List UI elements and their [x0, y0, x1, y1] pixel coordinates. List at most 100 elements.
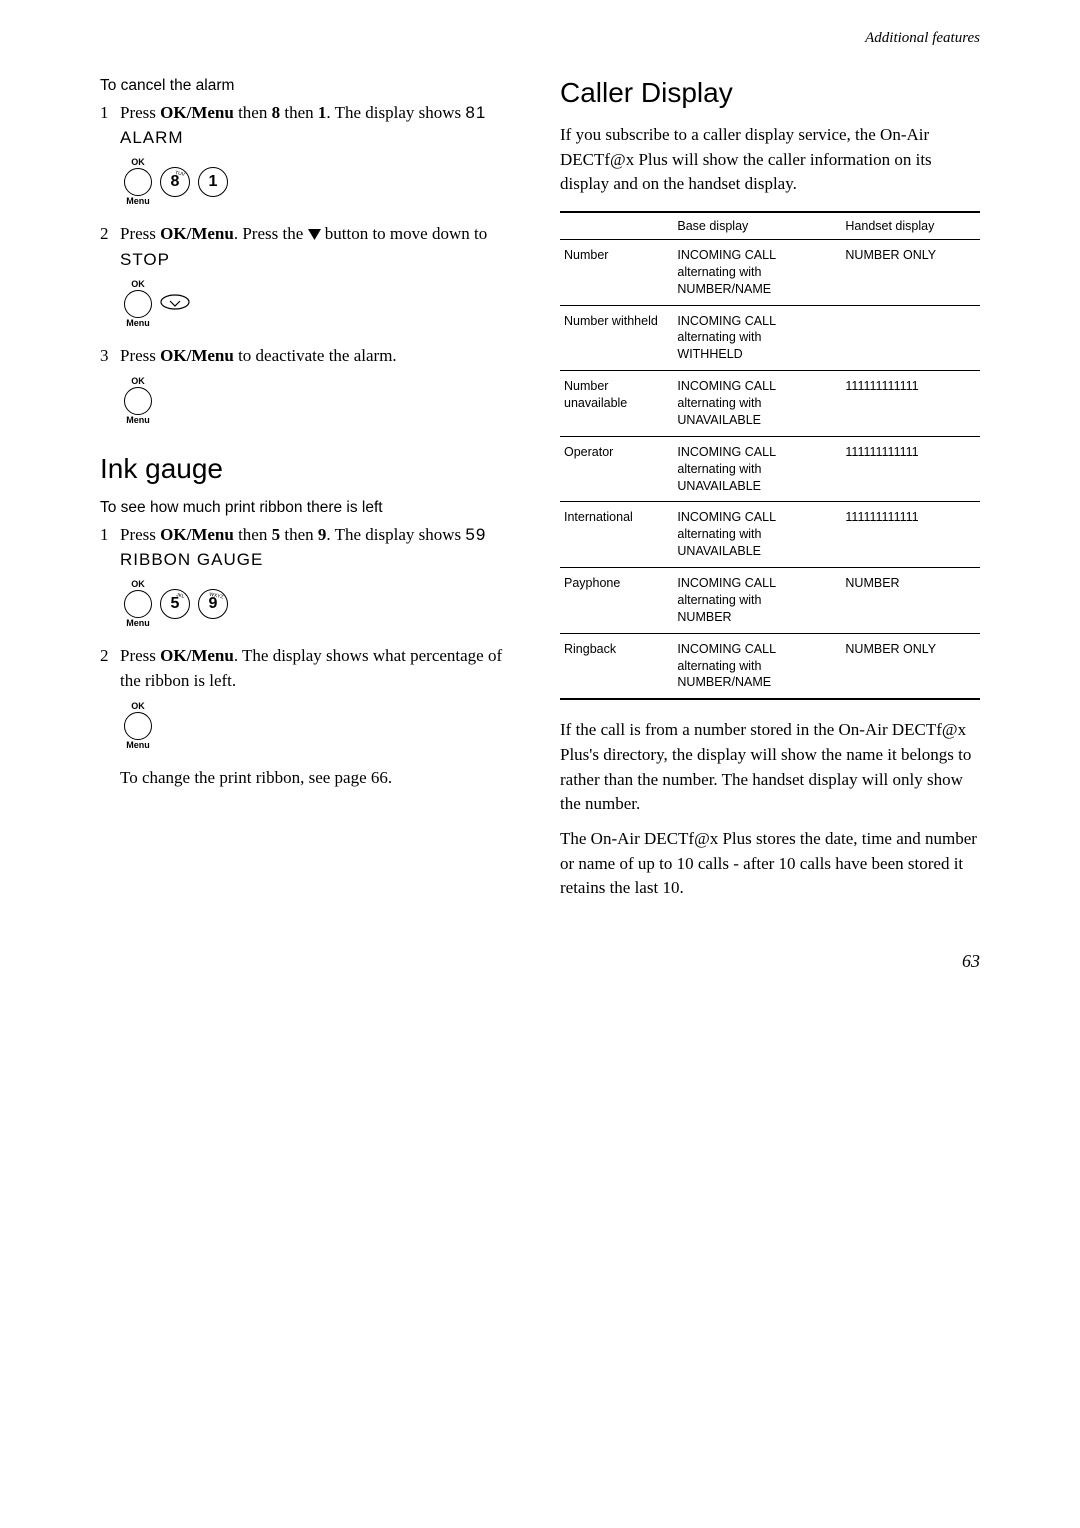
ink-gauge-steps: 1 Press OK/Menu then 5 then 9. The displ… — [100, 523, 520, 790]
col-header-handset: Handset display — [841, 212, 980, 240]
step-1: 1 Press OK/Menu then 8 then 1. The displ… — [100, 101, 520, 150]
table-row: Number withheldINCOMING CALLalternating … — [560, 305, 980, 371]
table-row: InternationalINCOMING CALLalternating wi… — [560, 502, 980, 568]
ok-menu-button-icon: OK Menu — [124, 702, 152, 750]
menu-label: Menu — [126, 319, 150, 328]
table-row: OperatorINCOMING CALLalternating withUNA… — [560, 436, 980, 502]
bold: OK/Menu — [160, 525, 234, 544]
button-row-deactivate: OK Menu — [124, 377, 520, 425]
text: to deactivate the alarm. — [234, 346, 397, 365]
bold: OK/Menu — [160, 224, 234, 243]
caller-display-para1: If the call is from a number stored in t… — [560, 718, 980, 817]
text: Press — [120, 103, 160, 122]
ribbon-change-note: To change the print ribbon, see page 66. — [100, 766, 520, 791]
right-column: Caller Display If you subscribe to a cal… — [560, 77, 980, 911]
step-3: 3 Press OK/Menu to deactivate the alarm. — [100, 344, 520, 369]
table-row: NumberINCOMING CALLalternating withNUMBE… — [560, 239, 980, 305]
left-column: To cancel the alarm 1 Press OK/Menu then… — [100, 77, 520, 911]
handset-display-cell: 111111111111 — [841, 502, 980, 568]
ok-menu-button-icon: OK Menu — [124, 377, 152, 425]
text: then — [280, 103, 318, 122]
page-number: 63 — [962, 951, 980, 972]
ink-gauge-heading: Ink gauge — [100, 453, 520, 485]
step-text: Press OK/Menu. The display shows what pe… — [120, 644, 520, 693]
down-arrow-button-icon — [160, 294, 190, 314]
note-text: To change the print ribbon, see page 66. — [120, 766, 520, 791]
ok-label: OK — [131, 580, 145, 589]
ok-label: OK — [131, 158, 145, 167]
base-display-cell: INCOMING CALLalternating withWITHHELD — [673, 305, 841, 371]
key-5-icon: JKL 5 — [160, 589, 190, 619]
text: Press — [120, 224, 160, 243]
row-label: Number withheld — [560, 305, 673, 371]
base-display-cell: INCOMING CALLalternating withUNAVAILABLE — [673, 502, 841, 568]
circle-icon — [124, 168, 152, 196]
row-label: Ringback — [560, 633, 673, 699]
bold: 5 — [272, 525, 281, 544]
table-row: PayphoneINCOMING CALLalternating withNUM… — [560, 568, 980, 634]
base-display-cell: INCOMING CALLalternating withNUMBER/NAME — [673, 239, 841, 305]
section-header: Additional features — [100, 30, 980, 47]
button-row-percent: OK Menu — [124, 702, 520, 750]
text: then — [234, 525, 272, 544]
step-number: 1 — [100, 101, 120, 150]
col-header-base: Base display — [673, 212, 841, 240]
ok-menu-button-icon: OK Menu — [124, 158, 152, 206]
row-label: Number — [560, 239, 673, 305]
circle-icon — [124, 712, 152, 740]
handset-display-cell: NUMBER ONLY — [841, 633, 980, 699]
step-number: 1 — [100, 523, 120, 572]
menu-label: Menu — [126, 619, 150, 628]
circle-icon — [124, 387, 152, 415]
text: . The display shows — [326, 103, 465, 122]
menu-label: Menu — [126, 416, 150, 425]
text: then — [280, 525, 318, 544]
handset-display-cell: 111111111111 — [841, 371, 980, 437]
key-9-icon: WXYZ 9 — [198, 589, 228, 619]
text: . Press the — [234, 224, 308, 243]
step-number: 2 — [100, 222, 120, 272]
key-digit: 1 — [209, 173, 218, 191]
display-text: STOP — [120, 250, 170, 269]
caller-display-heading: Caller Display — [560, 77, 980, 109]
cancel-alarm-title: To cancel the alarm — [100, 77, 520, 95]
key-1-icon: 1 — [198, 167, 228, 197]
step-number: 3 — [100, 344, 120, 369]
caller-display-para2: The On-Air DECTf@x Plus stores the date,… — [560, 827, 980, 901]
two-column-layout: To cancel the alarm 1 Press OK/Menu then… — [100, 77, 980, 911]
button-row-59: OK Menu JKL 5 WXYZ 9 — [124, 580, 520, 628]
row-label: Payphone — [560, 568, 673, 634]
base-display-cell: INCOMING CALLalternating withUNAVAILABLE — [673, 371, 841, 437]
circle-icon — [124, 590, 152, 618]
text: Press — [120, 346, 160, 365]
base-display-cell: INCOMING CALLalternating withUNAVAILABLE — [673, 436, 841, 502]
ok-menu-button-icon: OK Menu — [124, 580, 152, 628]
step-text: Press OK/Menu then 8 then 1. The display… — [120, 101, 520, 150]
button-row-stop: OK Menu — [124, 280, 520, 328]
text: button to move down to — [321, 224, 488, 243]
step-text: Press OK/Menu then 5 then 9. The display… — [120, 523, 520, 572]
text: . The display shows — [326, 525, 465, 544]
ink-gauge-intro: To see how much print ribbon there is le… — [100, 499, 520, 517]
row-label: Operator — [560, 436, 673, 502]
ok-menu-button-icon: OK Menu — [124, 280, 152, 328]
step-2: 2 Press OK/Menu. Press the button to mov… — [100, 222, 520, 272]
ok-label: OK — [131, 377, 145, 386]
bold: 8 — [272, 103, 281, 122]
table-header-row: Base display Handset display — [560, 212, 980, 240]
handset-display-cell: NUMBER — [841, 568, 980, 634]
ok-label: OK — [131, 280, 145, 289]
text: Press — [120, 646, 160, 665]
row-label: International — [560, 502, 673, 568]
base-display-cell: INCOMING CALLalternating withNUMBER — [673, 568, 841, 634]
handset-display-cell: NUMBER ONLY — [841, 239, 980, 305]
step-2: 2 Press OK/Menu. The display shows what … — [100, 644, 520, 693]
handset-display-cell — [841, 305, 980, 371]
step-text: Press OK/Menu to deactivate the alarm. — [120, 344, 520, 369]
down-triangle-icon — [308, 223, 321, 248]
spacer — [100, 766, 120, 791]
circle-icon — [124, 290, 152, 318]
base-display-cell: INCOMING CALLalternating withNUMBER/NAME — [673, 633, 841, 699]
handset-display-cell: 111111111111 — [841, 436, 980, 502]
ok-label: OK — [131, 702, 145, 711]
